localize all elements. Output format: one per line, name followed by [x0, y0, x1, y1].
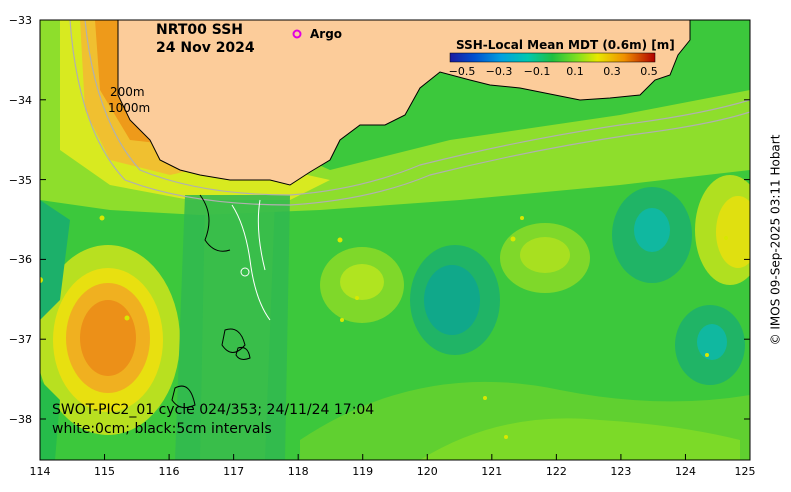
colorbar-tick: −0.5 — [449, 65, 476, 78]
x-tick-label: 119 — [352, 465, 373, 478]
x-tick-label: 116 — [159, 465, 180, 478]
x-tick-label: 123 — [610, 465, 631, 478]
x-tick-label: 120 — [417, 465, 438, 478]
credit-text: © IMOS 09-Sep-2025 03:11 Hobart — [768, 134, 783, 346]
colorbar-title: SSH-Local Mean MDT (0.6m) [m] — [456, 38, 675, 52]
isobath-label-200m: 200m — [110, 85, 145, 99]
argo-floats — [40, 215, 728, 439]
plot-frame — [39, 19, 751, 461]
x-tick-marks — [39, 454, 751, 460]
colorbar-tick: −0.3 — [486, 65, 513, 78]
y-tick-label: −34 — [9, 94, 32, 107]
x-tick-label: 117 — [223, 465, 244, 478]
colorbar-tick: 0.1 — [566, 65, 584, 78]
colorbar-tick: 0.5 — [640, 65, 658, 78]
swot-caption-line2: white:0cm; black:5cm intervals — [52, 421, 272, 437]
y-tick-label: −36 — [9, 253, 32, 266]
y-tick-label: −33 — [9, 14, 32, 27]
isobath-label-1000m: 1000m — [108, 101, 150, 115]
x-tick-label: 114 — [30, 465, 51, 478]
y-tick-label: −37 — [9, 333, 32, 346]
colorbar — [449, 52, 656, 63]
argo-legend-label: Argo — [310, 27, 342, 41]
swot-caption-line1: SWOT-PIC2_01 cycle 024/353; 24/11/24 17:… — [52, 402, 374, 418]
x-tick-label: 118 — [288, 465, 309, 478]
x-tick-label: 122 — [546, 465, 567, 478]
ssh-field — [40, 20, 750, 460]
x-tick-label: 121 — [481, 465, 502, 478]
x-tick-label: 125 — [735, 465, 756, 478]
colorbar-tick: −0.1 — [524, 65, 551, 78]
x-tick-label: 124 — [675, 465, 696, 478]
map-title: NRT00 SSH — [156, 22, 243, 38]
x-axis-labels: 114 115 116 117 118 119 120 121 122 123 … — [30, 465, 756, 478]
credit-watermark: © IMOS 09-Sep-2025 03:11 Hobart — [760, 20, 790, 460]
argo-legend-icon — [292, 29, 302, 39]
y-tick-label: −35 — [9, 174, 32, 187]
y-tick-label: −38 — [9, 413, 32, 426]
map-date: 24 Nov 2024 — [156, 40, 255, 56]
x-tick-label: 115 — [94, 465, 115, 478]
y-axis-labels: −33 −34 −35 −36 −37 −38 — [9, 14, 32, 426]
y-tick-marks — [40, 19, 750, 420]
colorbar-tick: 0.3 — [603, 65, 621, 78]
